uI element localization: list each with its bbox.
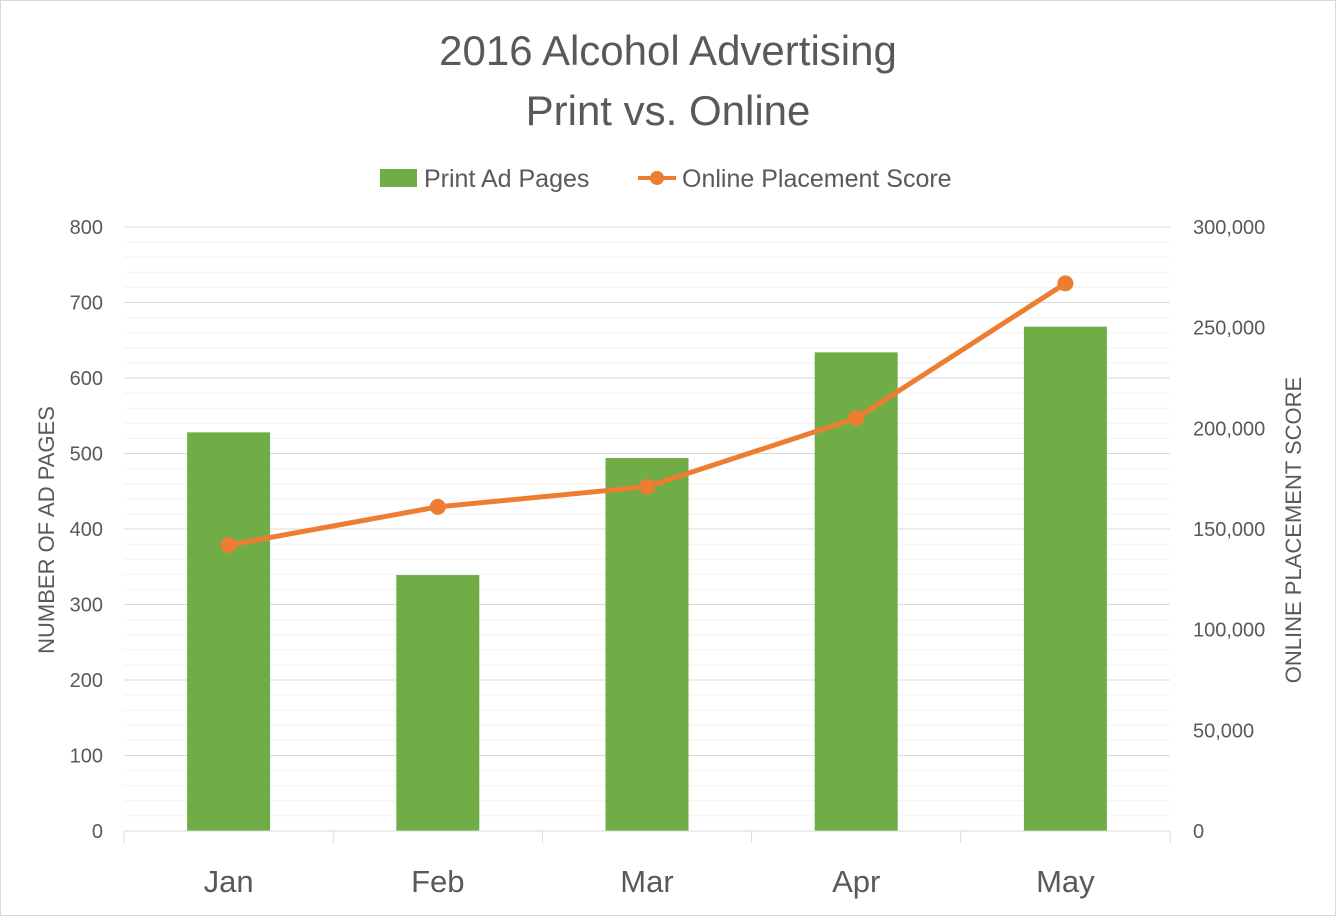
legend-swatch-print bbox=[380, 169, 417, 187]
left-tick-label: 400 bbox=[70, 519, 103, 541]
online-point-feb bbox=[429, 498, 446, 515]
right-tick-label: 150,000 bbox=[1193, 519, 1265, 541]
bar-apr bbox=[814, 352, 898, 831]
online-point-apr bbox=[848, 410, 865, 427]
bar-feb bbox=[396, 575, 480, 831]
right-tick-label: 100,000 bbox=[1193, 620, 1265, 642]
bar-mar bbox=[605, 458, 689, 831]
left-tick-label: 500 bbox=[70, 444, 103, 466]
bar-series bbox=[187, 326, 1107, 831]
axes bbox=[123, 830, 1171, 843]
left-axis-ticks: 0 100 200 300 400 500 600 700 800 bbox=[70, 217, 103, 843]
right-tick-label: 50,000 bbox=[1193, 720, 1254, 742]
bar-may bbox=[1023, 326, 1107, 831]
chart-subtitle: Print vs. Online bbox=[526, 87, 811, 134]
category-label-apr: Apr bbox=[832, 864, 880, 899]
y-axis-title-left: NUMBER OF AD PAGES bbox=[34, 406, 59, 654]
right-axis-ticks: 0 50,000 100,000 150,000 200,000 250,000 300,0… bbox=[1193, 217, 1265, 843]
category-label-may: May bbox=[1036, 864, 1095, 899]
right-tick-label: 200,000 bbox=[1193, 418, 1265, 440]
right-tick-label: 0 bbox=[1193, 821, 1204, 843]
legend: Print Ad Pages Online Placement Score bbox=[380, 165, 952, 193]
line-series bbox=[220, 275, 1074, 554]
y-axis-title-right: ONLINE PLACEMENT SCORE bbox=[1281, 377, 1306, 683]
right-tick-label: 250,000 bbox=[1193, 318, 1265, 340]
online-point-mar bbox=[639, 478, 655, 495]
legend-label-print: Print Ad Pages bbox=[424, 165, 589, 193]
left-tick-label: 800 bbox=[70, 217, 103, 239]
left-tick-label: 0 bbox=[92, 821, 103, 843]
category-labels: Jan Feb Mar Apr May bbox=[204, 864, 1096, 899]
online-point-may bbox=[1057, 275, 1074, 292]
left-tick-label: 700 bbox=[70, 293, 103, 315]
legend-label-online: Online Placement Score bbox=[682, 165, 952, 193]
category-label-feb: Feb bbox=[411, 864, 464, 899]
online-point-jan bbox=[220, 537, 237, 554]
left-tick-label: 600 bbox=[70, 368, 103, 390]
left-tick-label: 100 bbox=[70, 746, 103, 768]
left-tick-label: 200 bbox=[70, 670, 103, 692]
chart-title: 2016 Alcohol Advertising bbox=[439, 27, 897, 74]
right-tick-label: 300,000 bbox=[1193, 217, 1265, 239]
left-tick-label: 300 bbox=[70, 595, 103, 617]
category-label-jan: Jan bbox=[204, 864, 254, 899]
bar-jan bbox=[187, 432, 271, 831]
category-label-mar: Mar bbox=[620, 864, 673, 899]
legend-swatch-online-marker bbox=[650, 171, 664, 185]
